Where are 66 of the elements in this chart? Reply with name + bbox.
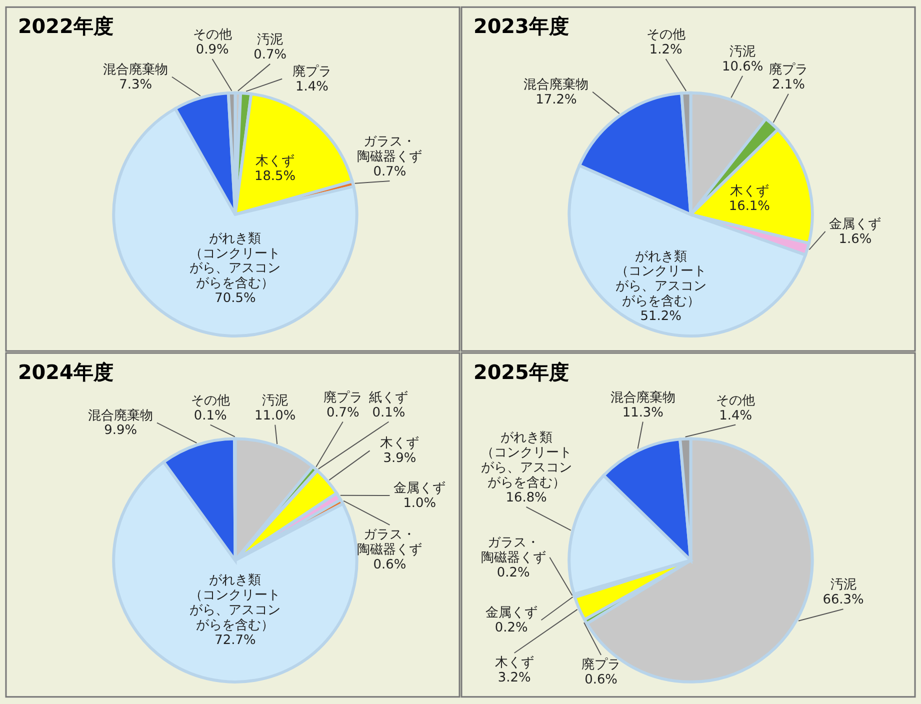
slice-label: 汚泥 bbox=[830, 578, 856, 593]
slice-label: 紙くず bbox=[369, 390, 408, 406]
slice-label: 金属くず bbox=[485, 606, 538, 621]
data-label: 0.1% bbox=[372, 405, 406, 420]
data-label: 7.3% bbox=[119, 77, 152, 92]
slice-label: 木くず bbox=[494, 655, 534, 670]
slice-label: 汚泥 bbox=[262, 393, 288, 408]
slice-label: ガラス・陶磁器くず bbox=[357, 527, 422, 558]
slice-label: ガラス・陶磁器くず bbox=[480, 535, 546, 566]
data-label: 2.1% bbox=[772, 77, 805, 92]
slice-label: 混合廃棄物 bbox=[103, 61, 168, 78]
slice-label: 金属くず bbox=[394, 481, 446, 496]
data-label: 70.5% bbox=[214, 291, 256, 306]
slice-label: ガラス・陶磁器くず bbox=[357, 134, 422, 165]
data-label: 0.6% bbox=[584, 672, 618, 688]
data-label: 9.9% bbox=[104, 423, 138, 438]
data-label: 72.7% bbox=[214, 633, 256, 648]
slice-label: 廃プラ bbox=[768, 62, 808, 78]
data-label: 16.8% bbox=[506, 490, 547, 506]
data-label: 0.7% bbox=[254, 47, 287, 62]
slice-label: 木くず bbox=[730, 184, 769, 199]
slice-label: がれき類（コンクリートがら、アスコンがらを含む） bbox=[190, 573, 281, 634]
chart-title: 2024年度 bbox=[18, 360, 114, 384]
slice-label: その他 bbox=[190, 393, 230, 408]
data-label: 1.6% bbox=[838, 232, 872, 247]
slice-label: 金属くず bbox=[829, 216, 882, 232]
data-label: 0.1% bbox=[194, 408, 227, 424]
slice-label: 廃プラ bbox=[292, 64, 332, 80]
slice-label: 混合廃棄物 bbox=[88, 407, 154, 424]
chart-title: 2022年度 bbox=[18, 15, 114, 38]
data-label: 66.3% bbox=[822, 592, 864, 608]
slice-label: 木くず bbox=[256, 154, 295, 169]
slice-label: がれき類（コンクリートがら、アスコンがらを含む） bbox=[190, 231, 281, 292]
slice-label: がれき類（コンクリートがら、アスコンがらを含む） bbox=[480, 430, 572, 491]
slice-label: 木くず bbox=[380, 436, 420, 452]
data-label: 0.6% bbox=[373, 557, 406, 572]
data-label: 1.2% bbox=[649, 42, 682, 58]
data-label: 0.9% bbox=[196, 42, 229, 58]
chart-title: 2025年度 bbox=[473, 360, 569, 384]
slice-label: 廃プラ bbox=[582, 657, 621, 672]
data-label: 16.1% bbox=[728, 198, 770, 214]
slice-label: 廃プラ bbox=[323, 390, 362, 406]
slice-label: 混合廃棄物 bbox=[524, 76, 589, 92]
data-label: 11.3% bbox=[622, 405, 664, 420]
data-label: 0.2% bbox=[494, 620, 528, 636]
slice-label: 汚泥 bbox=[730, 44, 756, 60]
data-label: 1.4% bbox=[719, 408, 752, 424]
slice-label: 汚泥 bbox=[257, 32, 284, 48]
data-label: 10.6% bbox=[722, 59, 764, 74]
data-label: 0.7% bbox=[373, 164, 406, 180]
data-label: 17.2% bbox=[536, 92, 577, 108]
slice-label: その他 bbox=[646, 28, 686, 43]
data-label: 0.2% bbox=[496, 565, 530, 580]
data-label: 11.0% bbox=[254, 408, 296, 424]
slice-label: その他 bbox=[716, 393, 756, 408]
data-label: 3.2% bbox=[498, 670, 531, 686]
data-label: 51.2% bbox=[640, 309, 682, 324]
chart-title: 2023年度 bbox=[473, 15, 569, 38]
slice-label: がれき類（コンクリートがら、アスコンがらを含む） bbox=[615, 249, 706, 310]
data-label: 0.7% bbox=[326, 405, 360, 420]
data-label: 18.5% bbox=[254, 168, 296, 184]
slice-label: その他 bbox=[192, 28, 232, 43]
data-label: 1.0% bbox=[403, 496, 436, 511]
data-label: 1.4% bbox=[296, 79, 328, 94]
data-label: 3.9% bbox=[383, 451, 416, 466]
slice-label: 混合廃棄物 bbox=[610, 389, 676, 406]
